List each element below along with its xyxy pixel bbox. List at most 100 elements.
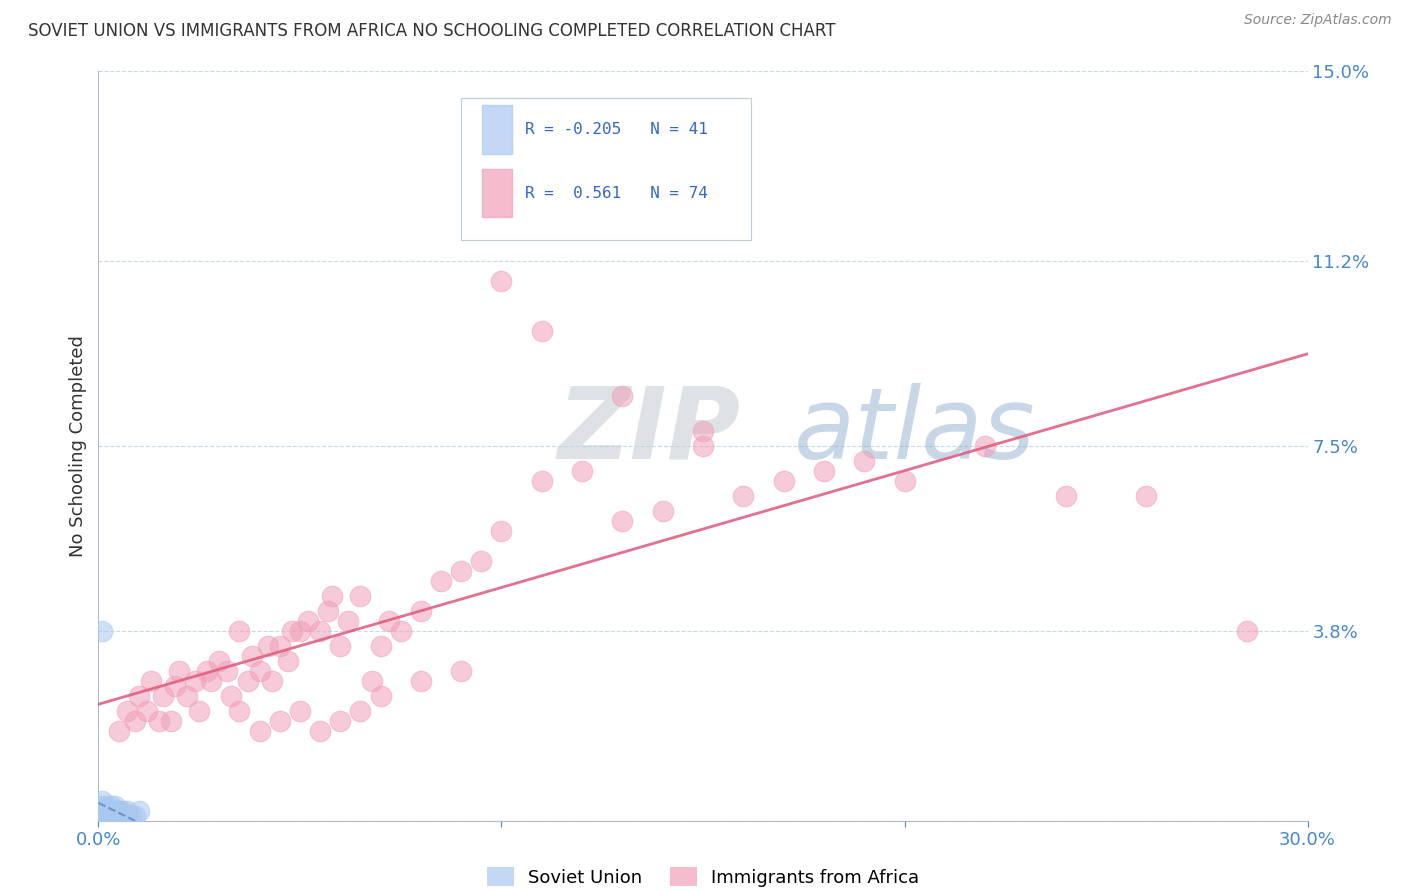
- Point: [107, 804, 129, 818]
- Point: [329, 639, 352, 653]
- Point: [103, 804, 125, 818]
- Point: [160, 714, 183, 728]
- Point: [184, 673, 207, 688]
- Point: [91, 794, 114, 808]
- Point: [853, 454, 876, 468]
- Point: [491, 524, 513, 538]
- Point: [316, 604, 339, 618]
- Point: [370, 689, 392, 703]
- Point: [409, 604, 432, 618]
- Point: [329, 714, 352, 728]
- Point: [96, 814, 118, 828]
- Point: [297, 614, 319, 628]
- Bar: [482, 105, 512, 153]
- Point: [115, 808, 138, 822]
- Point: [450, 564, 472, 578]
- Point: [96, 814, 118, 828]
- Point: [188, 704, 211, 718]
- Point: [103, 808, 125, 822]
- Point: [377, 614, 399, 628]
- Point: [470, 554, 492, 568]
- Point: [370, 639, 392, 653]
- Text: atlas: atlas: [793, 383, 1035, 480]
- Point: [96, 804, 118, 818]
- Point: [195, 664, 218, 678]
- Point: [176, 689, 198, 703]
- Point: [103, 814, 125, 828]
- Point: [120, 808, 142, 822]
- Point: [974, 439, 997, 453]
- Point: [651, 504, 673, 518]
- Point: [288, 704, 311, 718]
- Point: [228, 624, 250, 638]
- Point: [107, 808, 129, 822]
- Point: [96, 808, 118, 822]
- Point: [128, 804, 150, 818]
- Point: [733, 489, 755, 503]
- Point: [612, 389, 634, 403]
- Point: [96, 798, 118, 813]
- Point: [103, 798, 125, 813]
- Point: [228, 704, 250, 718]
- Legend: Soviet Union, Immigrants from Africa: Soviet Union, Immigrants from Africa: [479, 860, 927, 892]
- Point: [256, 639, 278, 653]
- Point: [217, 664, 239, 678]
- Point: [309, 723, 332, 738]
- Point: [115, 804, 138, 818]
- Point: [692, 439, 714, 453]
- Point: [361, 673, 384, 688]
- Point: [100, 814, 122, 828]
- Point: [349, 589, 371, 603]
- Point: [128, 689, 150, 703]
- Point: [111, 804, 134, 818]
- Point: [281, 624, 304, 638]
- Text: R =  0.561   N = 74: R = 0.561 N = 74: [526, 186, 709, 201]
- Point: [100, 808, 122, 822]
- Point: [107, 804, 129, 818]
- Point: [91, 814, 114, 828]
- Point: [692, 424, 714, 438]
- Point: [91, 804, 114, 818]
- Text: R = -0.205   N = 41: R = -0.205 N = 41: [526, 122, 709, 137]
- Point: [100, 808, 122, 822]
- Point: [530, 474, 553, 488]
- Point: [167, 664, 190, 678]
- Point: [260, 673, 283, 688]
- Point: [813, 464, 835, 478]
- Point: [269, 639, 291, 653]
- Text: SOVIET UNION VS IMMIGRANTS FROM AFRICA NO SCHOOLING COMPLETED CORRELATION CHART: SOVIET UNION VS IMMIGRANTS FROM AFRICA N…: [28, 22, 835, 40]
- Point: [221, 689, 243, 703]
- Point: [96, 808, 118, 822]
- Point: [200, 673, 222, 688]
- Point: [100, 808, 122, 822]
- Point: [152, 689, 174, 703]
- Point: [249, 664, 271, 678]
- Point: [571, 464, 593, 478]
- Point: [115, 704, 138, 718]
- Point: [337, 614, 360, 628]
- Point: [96, 808, 118, 822]
- Point: [139, 673, 162, 688]
- Point: [772, 474, 794, 488]
- Point: [103, 808, 125, 822]
- FancyBboxPatch shape: [461, 97, 751, 240]
- Point: [100, 808, 122, 822]
- Point: [91, 814, 114, 828]
- Bar: [482, 169, 512, 218]
- Point: [91, 808, 114, 822]
- Point: [96, 808, 118, 822]
- Point: [893, 474, 915, 488]
- Point: [321, 589, 343, 603]
- Point: [163, 679, 186, 693]
- Point: [288, 624, 311, 638]
- Point: [450, 664, 472, 678]
- Point: [124, 714, 146, 728]
- Point: [148, 714, 170, 728]
- Point: [1054, 489, 1077, 503]
- Point: [91, 624, 114, 638]
- Point: [91, 804, 114, 818]
- Point: [491, 274, 513, 288]
- Point: [208, 654, 231, 668]
- Point: [135, 704, 157, 718]
- Point: [236, 673, 259, 688]
